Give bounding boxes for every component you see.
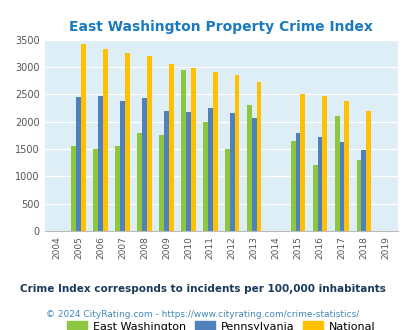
Bar	[71, 146, 76, 231]
Bar	[125, 53, 130, 231]
Bar	[295, 133, 300, 231]
Title: East Washington Property Crime Index: East Washington Property Crime Index	[69, 20, 372, 34]
Text: Crime Index corresponds to incidents per 100,000 inhabitants: Crime Index corresponds to incidents per…	[20, 284, 385, 294]
Bar	[159, 135, 164, 231]
Bar	[339, 142, 343, 231]
Bar	[334, 116, 339, 231]
Bar	[76, 97, 81, 231]
Bar	[256, 82, 261, 231]
Bar	[190, 68, 195, 231]
Legend: East Washington, Pennsylvania, National: East Washington, Pennsylvania, National	[63, 317, 379, 330]
Bar	[168, 64, 173, 231]
Bar	[229, 114, 234, 231]
Bar	[356, 160, 360, 231]
Bar	[147, 56, 151, 231]
Bar	[202, 122, 207, 231]
Bar	[81, 44, 86, 231]
Bar	[224, 149, 229, 231]
Bar	[290, 141, 295, 231]
Bar	[251, 117, 256, 231]
Bar	[98, 96, 103, 231]
Bar	[234, 75, 239, 231]
Bar	[207, 108, 212, 231]
Bar	[312, 165, 317, 231]
Bar	[181, 70, 185, 231]
Bar	[164, 111, 168, 231]
Bar	[365, 111, 370, 231]
Bar	[246, 105, 251, 231]
Bar	[115, 146, 120, 231]
Bar	[300, 94, 305, 231]
Bar	[93, 149, 98, 231]
Bar	[185, 112, 190, 231]
Bar	[137, 133, 142, 231]
Bar	[343, 101, 348, 231]
Bar	[142, 98, 147, 231]
Text: © 2024 CityRating.com - https://www.cityrating.com/crime-statistics/: © 2024 CityRating.com - https://www.city…	[46, 311, 359, 319]
Bar	[103, 49, 108, 231]
Bar	[322, 96, 326, 231]
Bar	[120, 101, 125, 231]
Bar	[360, 150, 365, 231]
Bar	[212, 72, 217, 231]
Bar	[317, 137, 322, 231]
